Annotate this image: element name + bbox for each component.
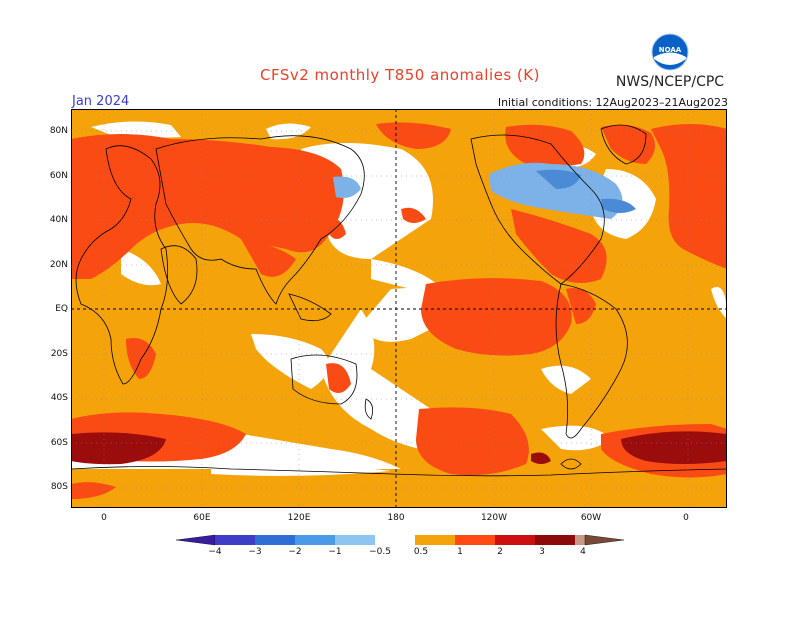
lat-label: 80S xyxy=(50,482,68,492)
map-title: CFSv2 monthly T850 anomalies (K) xyxy=(260,66,540,84)
colorbar-swatch xyxy=(335,535,375,545)
lat-label: 40S xyxy=(50,393,68,403)
colorbar-label: 2 xyxy=(497,547,503,557)
lat-label: 20N xyxy=(49,260,68,270)
lat-label: 80N xyxy=(49,126,68,136)
colorbar-label: 0.5 xyxy=(413,547,429,557)
lat-label: 20S xyxy=(50,349,68,359)
colorbar-label: 3 xyxy=(539,547,545,557)
initial-conditions: Initial conditions: 12Aug2023–21Aug2023 xyxy=(497,96,728,109)
colorbar-swatch xyxy=(295,535,335,545)
colorbar-arrow-low xyxy=(175,534,216,546)
noaa-logo: NOAA xyxy=(651,33,689,71)
colorbar-swatch xyxy=(495,535,535,545)
lat-label: 60S xyxy=(50,438,68,448)
colorbar-swatch xyxy=(375,535,415,545)
colorbar-swatch xyxy=(255,535,295,545)
forecast-month: Jan 2024 xyxy=(72,94,130,109)
anomaly-map xyxy=(71,109,727,508)
lon-label: 120E xyxy=(287,513,311,523)
colorbar-swatch xyxy=(415,535,455,545)
colorbar-label: −3 xyxy=(248,547,262,557)
colorbar-arrow-high xyxy=(584,534,625,546)
coastlines xyxy=(71,124,727,477)
lon-label: 60W xyxy=(580,513,602,523)
lon-label: 0 xyxy=(683,513,689,523)
colorbar-label: 4 xyxy=(580,547,586,557)
lon-label: 0 xyxy=(101,513,107,523)
colorbar-swatch xyxy=(575,535,585,545)
colorbar-label: −1 xyxy=(328,547,342,557)
colorbar xyxy=(175,534,625,546)
colorbar-label: 1 xyxy=(457,547,463,557)
lon-label: 60E xyxy=(193,513,211,523)
lat-label: EQ xyxy=(55,304,68,314)
lat-label: 40N xyxy=(49,215,68,225)
colorbar-swatch xyxy=(455,535,495,545)
lon-label: 180 xyxy=(387,513,405,523)
agency-label: NWS/NCEP/CPC xyxy=(615,74,725,90)
colorbar-swatch xyxy=(535,535,575,545)
colorbar-label: −2 xyxy=(288,547,302,557)
colorbar-label: −4 xyxy=(208,547,222,557)
cold-anomalies xyxy=(333,162,636,219)
lat-label: 60N xyxy=(49,171,68,181)
colorbar-label: −0.5 xyxy=(369,547,391,557)
map-frame xyxy=(71,109,727,508)
colorbar-swatch xyxy=(215,535,255,545)
strong-warm-anomalies xyxy=(71,431,727,465)
logo-text: NOAA xyxy=(659,46,682,54)
lon-label: 120W xyxy=(480,513,508,523)
